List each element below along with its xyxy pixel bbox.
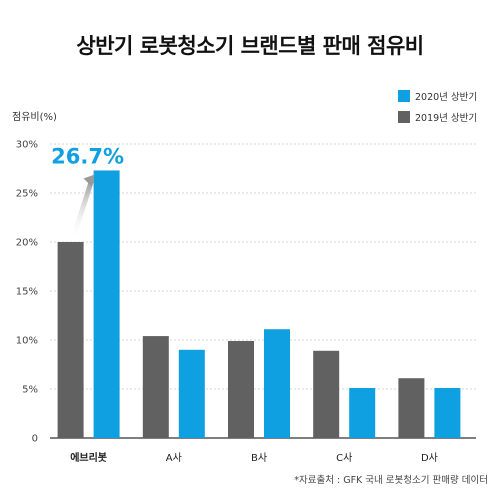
y-tick-label: 0 bbox=[32, 434, 38, 445]
source-note: *자료출처 : GFK 국내 로봇청소기 판매량 데이터 bbox=[294, 475, 488, 486]
tick-labels: 0 5% 10% 15% 20% 25% 30% 에브리봇 A사 B사 C사 D사 bbox=[16, 140, 438, 465]
annotation-value-label: 26.7% bbox=[51, 144, 124, 168]
annotation: 26.7% bbox=[51, 144, 124, 243]
x-tick-label: B사 bbox=[251, 452, 267, 464]
legend-swatch-2019 bbox=[398, 111, 410, 123]
y-tick-label: 30% bbox=[16, 140, 38, 151]
annotation-arrow-shaft bbox=[70, 177, 95, 243]
y-tick-label: 20% bbox=[16, 238, 38, 249]
y-tick-label: 25% bbox=[16, 189, 38, 200]
bar-2019-1 bbox=[57, 242, 84, 438]
bars bbox=[57, 170, 461, 438]
annotation-arrow-head bbox=[83, 174, 95, 187]
x-tick-label: D사 bbox=[421, 452, 438, 464]
x-tick-label: C사 bbox=[336, 452, 352, 464]
legend-swatch-2020 bbox=[398, 90, 410, 102]
bar-2020-5 bbox=[434, 388, 461, 438]
chart-title: 상반기 로봇청소기 브랜드별 판매 점유비 bbox=[76, 34, 424, 58]
bar-2020-1 bbox=[93, 170, 120, 438]
y-tick-label: 15% bbox=[16, 287, 38, 298]
legend-label-2020: 2020년 상반기 bbox=[415, 92, 478, 103]
bar-2020-3 bbox=[264, 329, 290, 438]
x-tick-label: 에브리봇 bbox=[70, 451, 107, 464]
bar-2019-5 bbox=[398, 378, 425, 438]
legend-label-2019: 2019년 상반기 bbox=[415, 113, 478, 124]
y-tick-label: 5% bbox=[22, 385, 38, 396]
legend: 2020년 상반기 2019년 상반기 bbox=[398, 90, 477, 132]
legend-item-2020: 2020년 상반기 bbox=[398, 90, 478, 103]
bar-2019-4 bbox=[313, 350, 340, 438]
bar-2020-2 bbox=[178, 349, 205, 438]
x-tick-label: A사 bbox=[166, 452, 182, 464]
legend-item-2019: 2019년 상반기 bbox=[398, 111, 478, 124]
y-axis-label: 점유비(%) bbox=[12, 112, 57, 123]
bar-2020-4 bbox=[349, 388, 376, 438]
bar-2019-2 bbox=[142, 336, 169, 438]
y-tick-label: 10% bbox=[16, 336, 38, 347]
bar-2019-3 bbox=[228, 340, 254, 438]
